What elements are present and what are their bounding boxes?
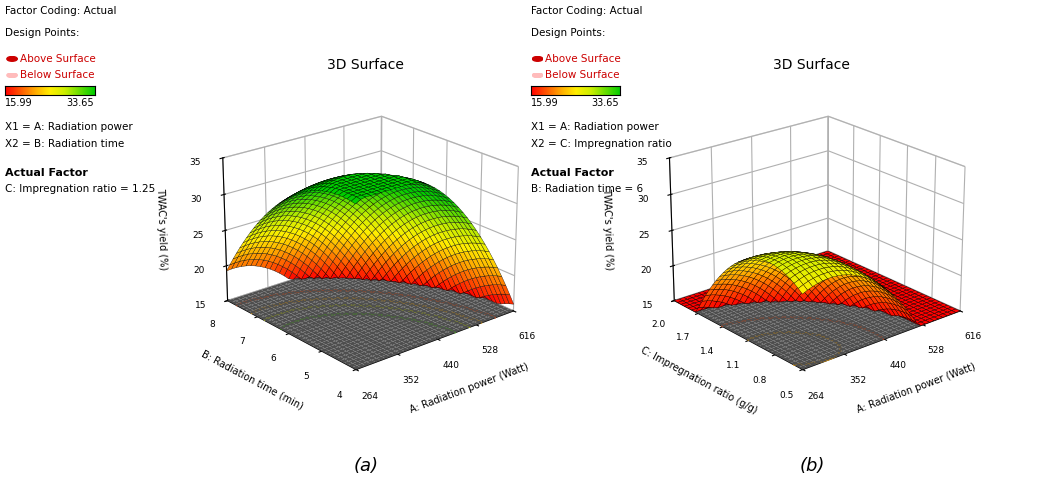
Y-axis label: C: Impregnation ratio (g/g): C: Impregnation ratio (g/g) <box>639 344 759 414</box>
X-axis label: A: Radiation power (Watt): A: Radiation power (Watt) <box>409 361 530 414</box>
Circle shape <box>533 58 542 62</box>
Text: 15.99: 15.99 <box>531 97 558 108</box>
Text: X2 = C: Impregnation ratio: X2 = C: Impregnation ratio <box>531 138 672 148</box>
Text: Factor Coding: Actual: Factor Coding: Actual <box>531 6 642 16</box>
X-axis label: A: Radiation power (Watt): A: Radiation power (Watt) <box>856 361 976 414</box>
Y-axis label: B: Radiation time (min): B: Radiation time (min) <box>200 348 305 410</box>
Text: Actual Factor: Actual Factor <box>5 167 88 177</box>
Text: 15.99: 15.99 <box>5 97 33 108</box>
Text: X1 = A: Radiation power: X1 = A: Radiation power <box>5 121 133 132</box>
Circle shape <box>533 74 542 78</box>
Text: Below Surface: Below Surface <box>545 70 620 80</box>
Circle shape <box>7 74 17 78</box>
Text: X2 = B: Radiation time: X2 = B: Radiation time <box>5 138 124 148</box>
Text: Below Surface: Below Surface <box>20 70 95 80</box>
Text: 33.65: 33.65 <box>66 97 94 108</box>
Text: Design Points:: Design Points: <box>5 28 80 38</box>
Text: Factor Coding: Actual: Factor Coding: Actual <box>5 6 117 16</box>
Text: Actual Factor: Actual Factor <box>531 167 614 177</box>
Title: 3D Surface: 3D Surface <box>327 58 404 72</box>
Text: (a): (a) <box>353 456 378 474</box>
Text: B: Radiation time = 6: B: Radiation time = 6 <box>531 184 643 194</box>
Circle shape <box>7 58 17 62</box>
Text: C: Impregnation ratio = 1.25: C: Impregnation ratio = 1.25 <box>5 184 156 194</box>
Text: Above Surface: Above Surface <box>545 53 621 63</box>
Title: 3D Surface: 3D Surface <box>774 58 850 72</box>
Text: Design Points:: Design Points: <box>531 28 605 38</box>
Text: (b): (b) <box>800 456 825 474</box>
Text: Above Surface: Above Surface <box>20 53 96 63</box>
Text: 33.65: 33.65 <box>592 97 619 108</box>
Text: X1 = A: Radiation power: X1 = A: Radiation power <box>531 121 659 132</box>
